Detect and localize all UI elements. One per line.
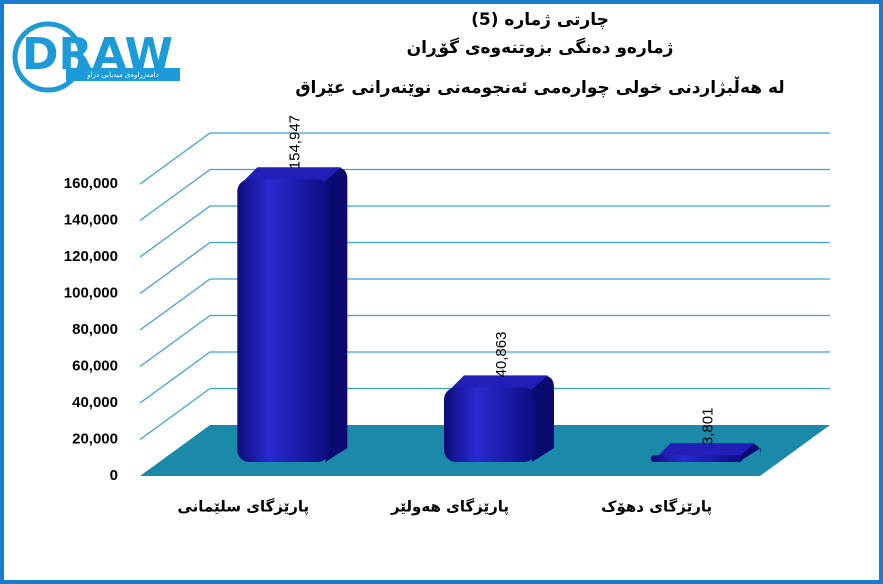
y-tick-label: 40,000	[72, 394, 118, 411]
grid-line	[139, 351, 830, 404]
y-tick-label: 100,000	[64, 284, 118, 301]
chart-title: ژمارەو دەنگی بزوتنەوەی گۆڕان	[407, 37, 674, 58]
x-tick-label: پارێزگای هەولێر	[390, 498, 509, 517]
grid-line	[139, 132, 830, 185]
bar	[444, 387, 536, 462]
x-tick-label: پارێزگای سلێمانی	[177, 498, 309, 517]
y-tick-label: 120,000	[64, 248, 118, 265]
grid-line	[139, 241, 830, 295]
y-tick-label: 20,000	[72, 430, 118, 447]
bar-top	[450, 375, 548, 390]
bar	[650, 455, 743, 462]
logo-bar	[66, 68, 180, 81]
y-tick-label: 80,000	[72, 321, 118, 338]
value-label: 3,801	[700, 408, 717, 446]
y-tick-label: 160,000	[64, 175, 118, 192]
grid-line	[139, 168, 830, 222]
logo-ring	[12, 21, 84, 93]
chart-title: چارتی ژمارە (5)	[471, 10, 609, 30]
y-tick-label: 60,000	[72, 357, 118, 374]
logo: DRAW دامەزراوەی میدیایی دراو	[12, 21, 180, 93]
bar-top	[243, 167, 342, 182]
grid-line	[139, 387, 830, 441]
x-tick-label: پارێزگای دهۆک	[601, 498, 712, 517]
value-label: 154,947	[286, 115, 303, 169]
bar-top	[656, 443, 755, 458]
logo-tagline: دامەزراوەی میدیایی دراو	[86, 71, 158, 79]
bar	[237, 179, 330, 462]
y-tick-label: 0	[110, 467, 118, 484]
chart-title: لە هەڵبژاردنی خولی چوارەمی ئەنجومەنی نوێ…	[295, 76, 784, 98]
value-label: 40,863	[493, 332, 510, 378]
grid-line	[139, 205, 830, 258]
y-tick-label: 140,000	[64, 211, 118, 228]
grid-line	[139, 278, 830, 331]
grid-line	[139, 314, 830, 368]
